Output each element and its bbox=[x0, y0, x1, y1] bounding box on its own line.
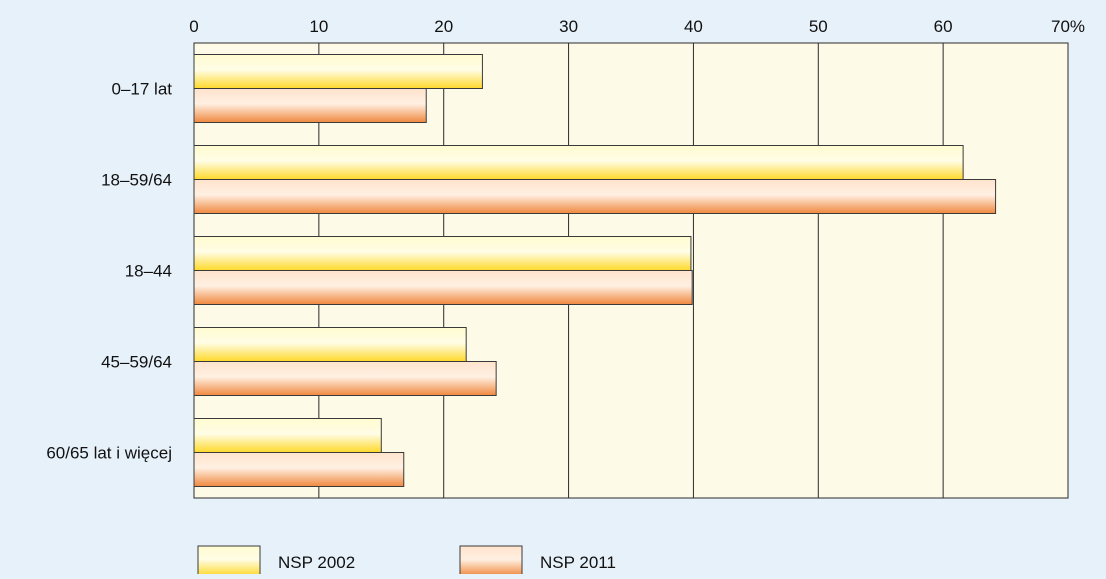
bar-nsp-2002 bbox=[193, 145, 964, 180]
bar-nsp-2002 bbox=[193, 236, 692, 271]
bar-nsp-2011 bbox=[193, 179, 997, 214]
bar-nsp-2011 bbox=[193, 270, 693, 305]
category-label: 0–17 lat bbox=[112, 80, 173, 99]
bar-nsp-2002 bbox=[193, 418, 382, 453]
category-label: 18–44 bbox=[125, 262, 172, 281]
x-tick-label: 10 bbox=[309, 17, 328, 36]
bar-nsp-2011 bbox=[193, 361, 497, 396]
category-label: 45–59/64 bbox=[101, 353, 172, 372]
legend: NSP 2002 NSP 2011 bbox=[197, 545, 616, 577]
x-tick-label: 0 bbox=[189, 17, 198, 36]
category-label: 18–59/64 bbox=[101, 171, 172, 190]
bar-nsp-2002 bbox=[193, 327, 467, 362]
bar-nsp-2011 bbox=[193, 452, 405, 487]
legend-swatch-nsp-2002 bbox=[197, 545, 261, 577]
legend-swatch-nsp-2011 bbox=[459, 545, 523, 577]
legend-label-nsp-2002: NSP 2002 bbox=[278, 553, 355, 572]
category-label: 60/65 lat i więcej bbox=[46, 444, 172, 463]
x-tick-label: 40 bbox=[684, 17, 703, 36]
x-tick-label: 70% bbox=[1051, 17, 1085, 36]
legend-label-nsp-2011: NSP 2011 bbox=[540, 553, 616, 572]
x-tick-label: 30 bbox=[559, 17, 578, 36]
x-tick-label: 60 bbox=[934, 17, 953, 36]
bar-nsp-2002 bbox=[193, 54, 483, 89]
bar-nsp-2011 bbox=[193, 88, 427, 123]
x-tick-label: 50 bbox=[809, 17, 828, 36]
x-tick-label: 20 bbox=[434, 17, 453, 36]
